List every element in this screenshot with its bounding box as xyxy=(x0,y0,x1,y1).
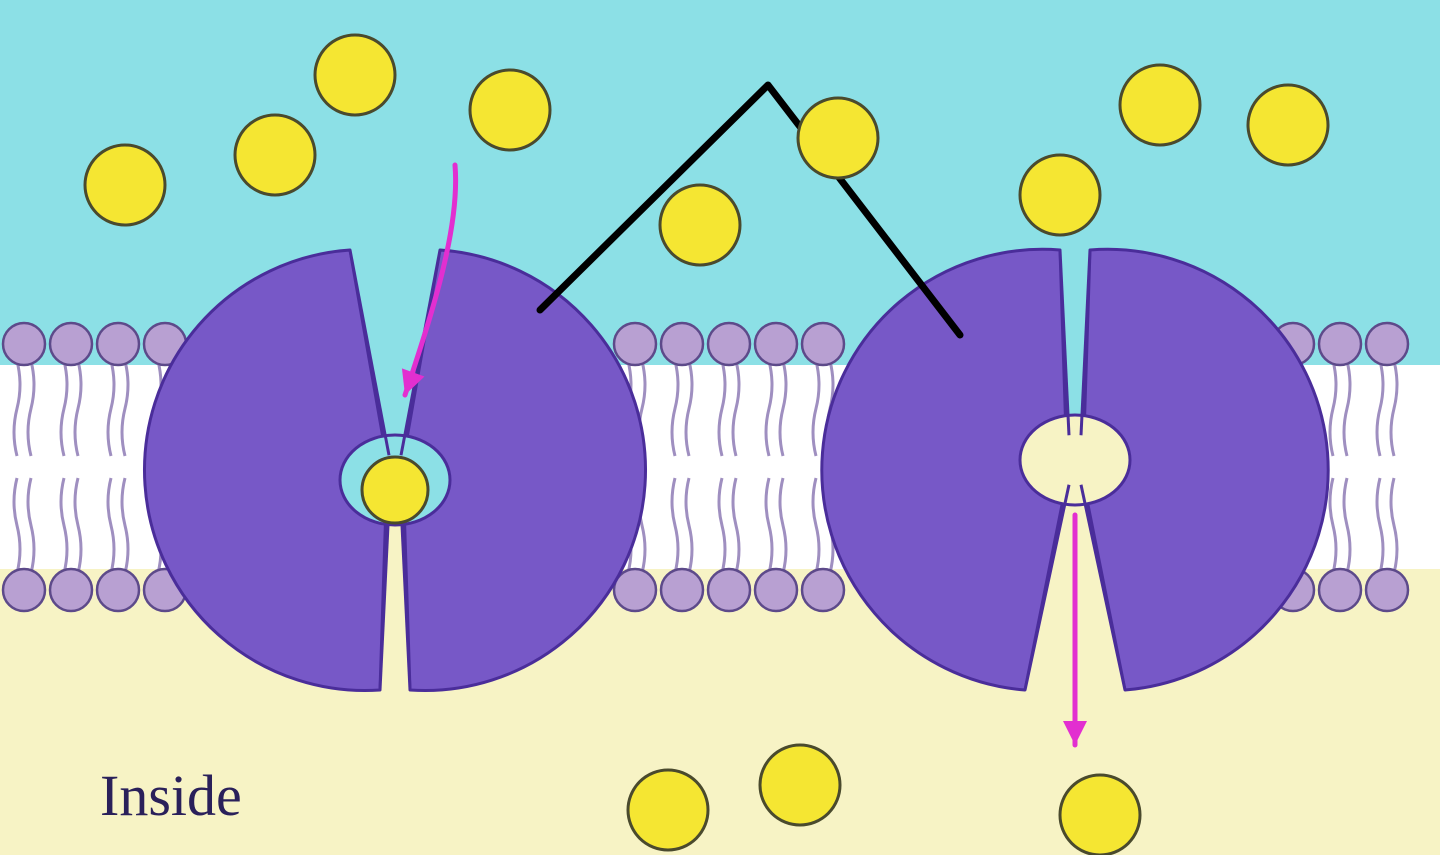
molecule xyxy=(315,35,395,115)
molecule xyxy=(660,185,740,265)
molecule-in-pocket xyxy=(362,457,428,523)
diagram-canvas: Inside xyxy=(0,0,1440,855)
molecule xyxy=(1120,65,1200,145)
molecule xyxy=(1248,85,1328,165)
molecule xyxy=(798,98,878,178)
molecule xyxy=(85,145,165,225)
molecule xyxy=(470,70,550,150)
channel-left-open-top xyxy=(144,250,645,691)
molecule xyxy=(760,745,840,825)
molecule xyxy=(235,115,315,195)
molecule xyxy=(1020,155,1100,235)
molecule xyxy=(628,770,708,850)
molecule xyxy=(1060,775,1140,855)
inside-label: Inside xyxy=(100,763,242,828)
